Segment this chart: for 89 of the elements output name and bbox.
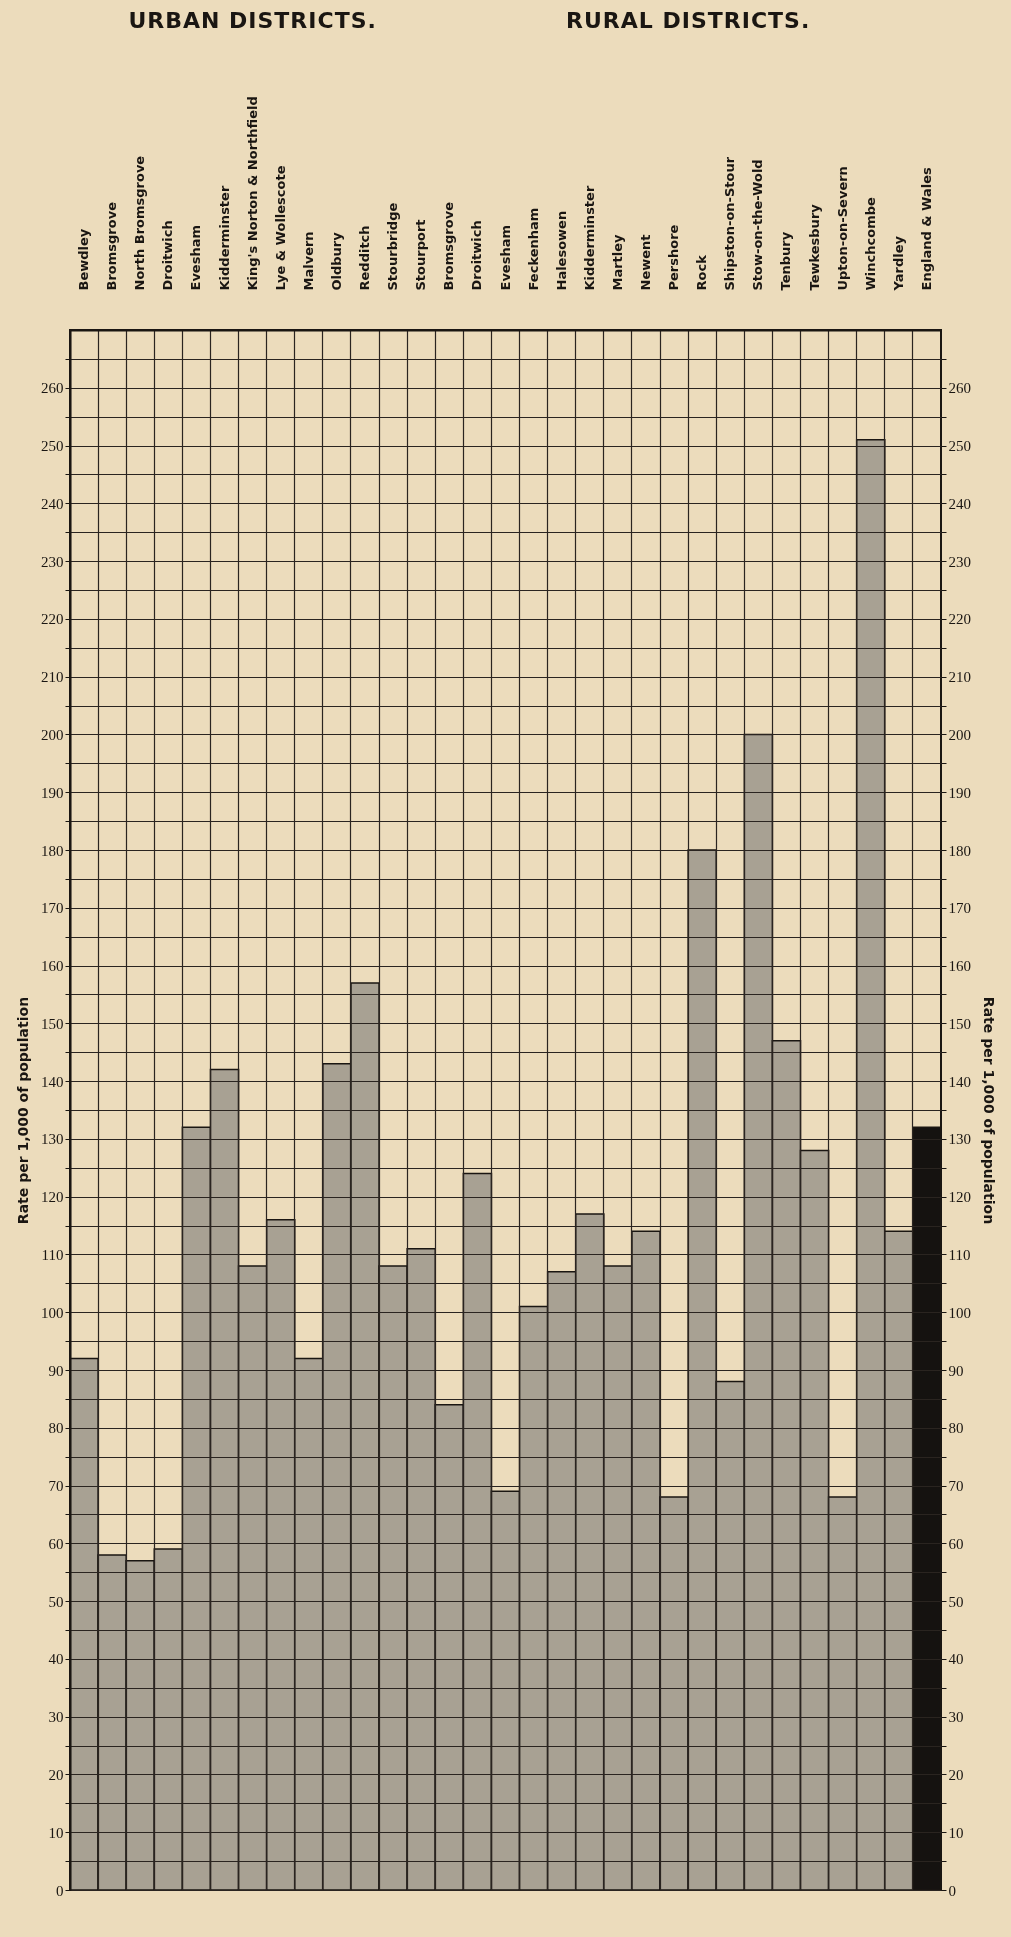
y-tick-label: 60 — [48, 1535, 64, 1552]
x-tick-label: Redditch — [357, 225, 373, 291]
y2-tick-label: 140 — [948, 1073, 971, 1090]
y2-tick-label: 220 — [948, 611, 971, 628]
x-tick-label: Evesham — [497, 225, 513, 291]
x-tick-label: Tenbury — [778, 231, 794, 291]
text: RURAL DISTRICTS. — [566, 8, 811, 33]
x-tick-label: Martley — [609, 233, 625, 291]
y-tick-label: 160 — [41, 958, 64, 975]
y-tick-label: 260 — [41, 380, 64, 397]
x-tick-label: Droitwich — [469, 220, 485, 291]
x-tick-label: Feckenham — [525, 207, 541, 291]
x-tick-label: Bromsgrove — [104, 201, 120, 291]
y-tick-label: 110 — [41, 1246, 64, 1263]
y2-tick-label: 10 — [948, 1824, 964, 1841]
x-tick-label: Shipston-on-Stour — [722, 156, 738, 291]
y2-tick-label: 150 — [948, 1015, 971, 1032]
x-tick-label: Winchcombe — [862, 197, 878, 291]
y2-tick-label: 20 — [948, 1766, 964, 1783]
y-tick-label: 190 — [41, 784, 64, 801]
y-tick-label: 240 — [41, 495, 64, 512]
y2-tick-label: 120 — [948, 1189, 971, 1206]
y2-tick-label: 250 — [948, 438, 971, 455]
y2-tick-label: 170 — [948, 900, 971, 917]
x-tick-label: Pershore — [666, 224, 682, 291]
x-tick-label: Malvern — [300, 231, 316, 291]
x-tick-label: Stourport — [413, 219, 429, 291]
y-tick-label: 10 — [48, 1824, 64, 1841]
y2-tick-label: 260 — [948, 380, 971, 397]
x-tick-label: Tewkesbury — [806, 203, 822, 291]
x-tick-label: Oldbury — [328, 231, 344, 291]
y-tick-label: 220 — [41, 611, 64, 628]
y-tick-label: 50 — [48, 1593, 64, 1610]
x-tick-label: North Bromsgrove — [132, 155, 148, 291]
y-tick-label: 250 — [41, 438, 64, 455]
y2-tick-label: 130 — [948, 1131, 971, 1148]
y2-tick-label: 180 — [948, 842, 971, 859]
y-tick-label: 120 — [41, 1189, 64, 1206]
x-tick-label: Rock — [694, 254, 710, 291]
y2-tick-label: 80 — [948, 1420, 964, 1437]
y-tick-label: 0 — [56, 1882, 64, 1899]
y-tick-label: 30 — [48, 1709, 64, 1726]
y2-tick-label: 200 — [948, 726, 971, 743]
y2-tick-label: 100 — [948, 1304, 971, 1321]
text: URBAN DISTRICTS. — [128, 8, 377, 33]
y2-tick-label: 90 — [948, 1362, 964, 1379]
y-tick-label: 20 — [48, 1766, 64, 1783]
y2-tick-label: 50 — [948, 1593, 964, 1610]
y-tick-label: 150 — [41, 1015, 64, 1032]
x-tick-label: Bromsgrove — [441, 201, 457, 291]
y2-tick-label: 230 — [948, 553, 971, 570]
y2-tick-label: 110 — [948, 1246, 971, 1263]
y2-tick-label: 190 — [948, 784, 971, 801]
y2-tick-label: 60 — [948, 1535, 964, 1552]
y-tick-label: 40 — [48, 1651, 64, 1668]
y-tick-label: 70 — [48, 1478, 64, 1495]
x-tick-label: Lye & Wollescote — [272, 165, 288, 291]
y-tick-label: 180 — [41, 842, 64, 859]
y-tick-label: 230 — [41, 553, 64, 570]
y2-tick-label: 210 — [948, 669, 971, 686]
x-tick-label: Bewdley — [76, 228, 92, 291]
y2-tick-label: 160 — [948, 958, 971, 975]
y2-tick-label: 30 — [948, 1709, 964, 1726]
x-tick-label: Halesowen — [553, 210, 569, 291]
x-tick-label: Newent — [637, 234, 653, 291]
x-tick-label: Droitwich — [160, 220, 176, 291]
x-tick-label: Stow-on-the-Wold — [750, 159, 766, 291]
y-tick-label: 130 — [41, 1131, 64, 1148]
x-tick-label: Kidderminster — [216, 185, 232, 291]
x-tick-label: Stourbridge — [385, 202, 401, 291]
y-tick-label: 170 — [41, 900, 64, 917]
y2-axis-title: Rate per 1,000 of population — [981, 996, 997, 1225]
x-tick-label: King's Norton & Northfield — [244, 96, 260, 291]
y-axis-title: Rate per 1,000 of population — [15, 996, 31, 1225]
y-tick-label: 200 — [41, 726, 64, 743]
y2-tick-label: 240 — [948, 495, 971, 512]
y2-tick-label: 40 — [948, 1651, 964, 1668]
y-tick-label: 100 — [41, 1304, 64, 1321]
y-tick-label: 210 — [41, 669, 64, 686]
y2-tick-label: 70 — [948, 1478, 964, 1495]
x-tick-label: Yardley — [890, 235, 906, 292]
y2-tick-label: 0 — [948, 1882, 956, 1899]
x-tick-label: Evesham — [188, 225, 204, 291]
y-tick-label: 90 — [48, 1362, 64, 1379]
x-tick-label: Kidderminster — [581, 185, 597, 291]
x-tick-label: Upton-on-Severn — [834, 166, 850, 291]
x-tick-label: England & Wales — [918, 166, 934, 291]
y-tick-label: 80 — [48, 1420, 64, 1437]
y-tick-label: 140 — [41, 1073, 64, 1090]
